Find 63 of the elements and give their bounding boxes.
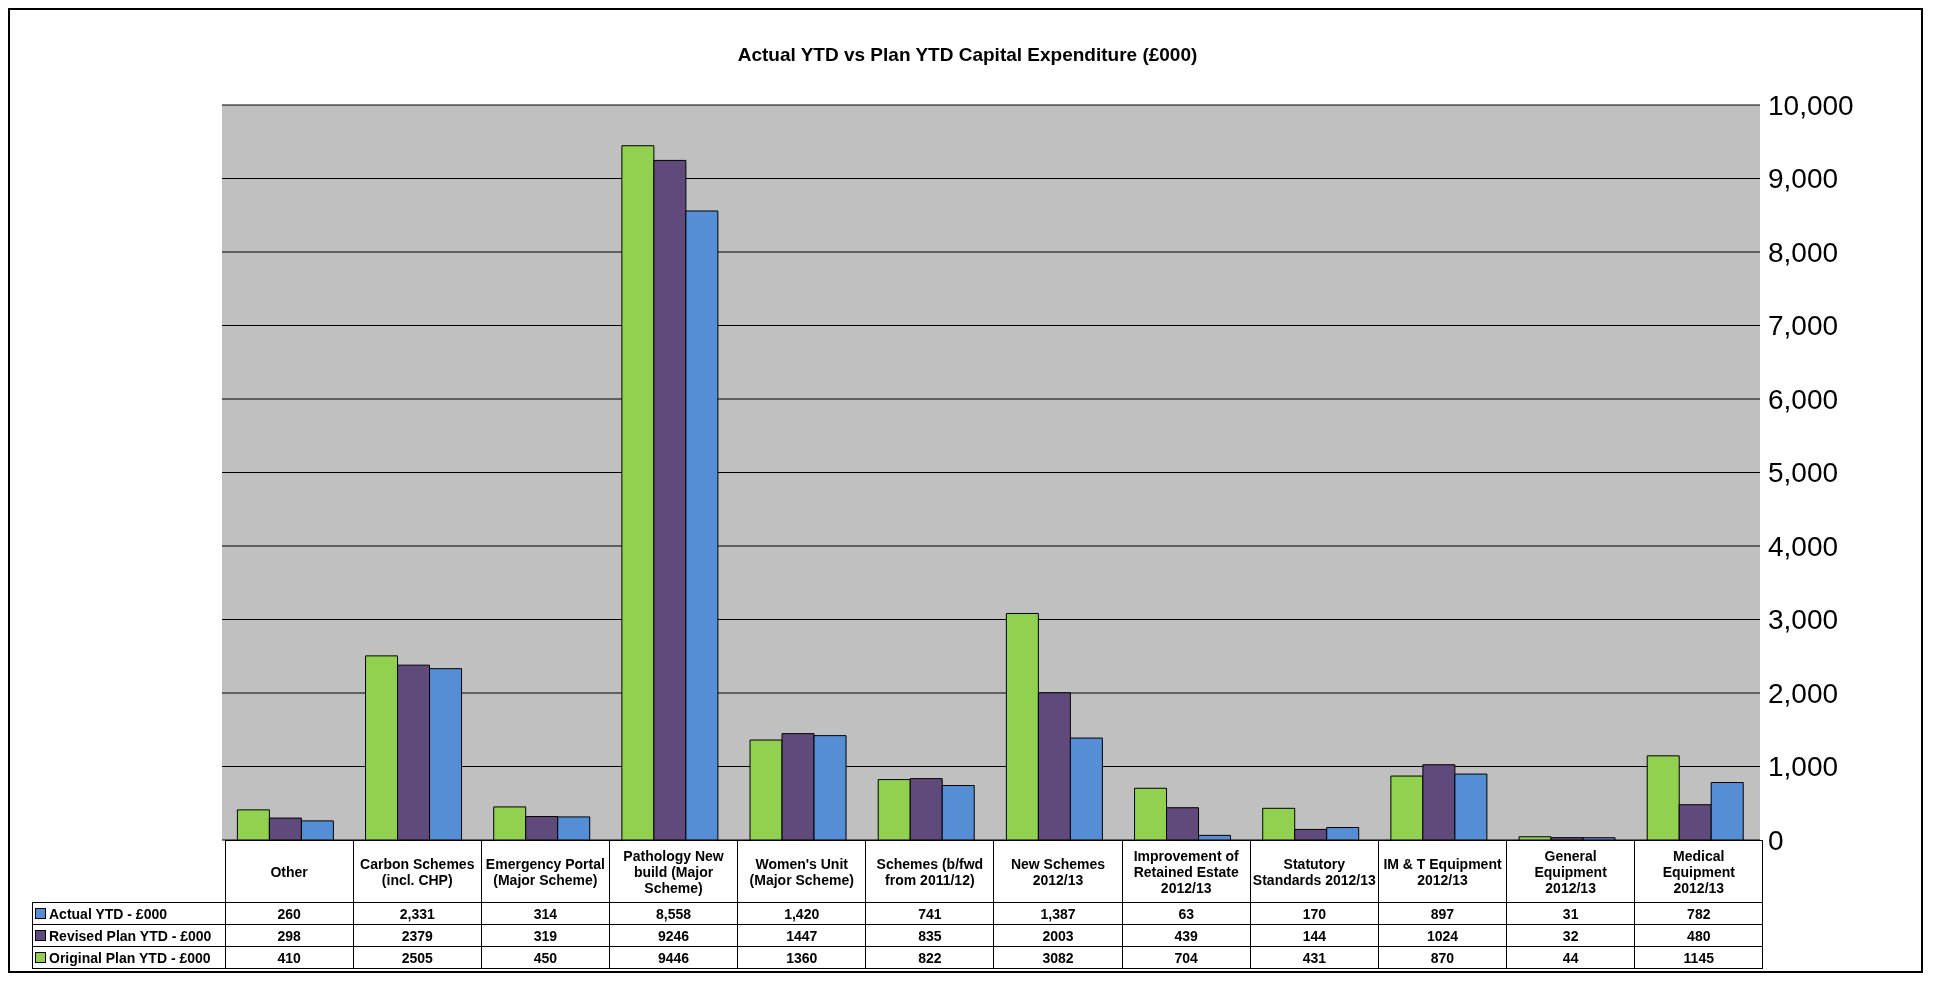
chart-title: Actual YTD vs Plan YTD Capital Expenditure (£000): [736, 44, 1199, 66]
legend-label: Actual YTD - £000: [32, 902, 225, 925]
data-label: 822: [865, 946, 994, 969]
data-label: 782: [1634, 902, 1763, 925]
y-tick-label: 0: [1768, 824, 1784, 856]
x-tick-label: Medical Equipment 2012/13: [1634, 840, 1763, 903]
data-label: 32: [1506, 924, 1635, 947]
data-label: 431: [1250, 946, 1379, 969]
x-tick-label: Pathology New build (Major Scheme): [609, 840, 738, 903]
x-tick-label: IM & T Equipment 2012/13: [1378, 840, 1507, 903]
data-label: 410: [225, 946, 354, 969]
x-tick-label: Improvement of Retained Estate 2012/13: [1122, 840, 1251, 903]
x-tick-label: Other: [225, 840, 354, 903]
data-label: 2,331: [353, 902, 482, 925]
data-label: 439: [1122, 924, 1251, 947]
data-label: 704: [1122, 946, 1251, 969]
x-tick-label: Women's Unit (Major Scheme): [737, 840, 866, 903]
data-label: 870: [1378, 946, 1507, 969]
data-label: 319: [481, 924, 610, 947]
legend-label: Original Plan YTD - £000: [32, 946, 225, 969]
x-tick-label: Emergency Portal (Major Scheme): [481, 840, 610, 903]
data-label: 1447: [737, 924, 866, 947]
data-label: 1360: [737, 946, 866, 969]
x-tick-label: Carbon Schemes (incl. CHP): [353, 840, 482, 903]
data-label: 2379: [353, 924, 482, 947]
y-tick-label: 3,000: [1768, 604, 1839, 636]
data-label: 741: [865, 902, 994, 925]
x-tick-label: New Schemes 2012/13: [993, 840, 1123, 903]
data-label: 144: [1250, 924, 1379, 947]
data-label: 8,558: [609, 902, 738, 925]
data-label: 1024: [1378, 924, 1507, 947]
y-tick-label: 8,000: [1768, 236, 1839, 268]
data-label: 31: [1506, 902, 1635, 925]
data-label: 1145: [1634, 946, 1763, 969]
y-tick-label: 9,000: [1768, 163, 1839, 195]
data-label: 314: [481, 902, 610, 925]
data-label: 450: [481, 946, 610, 969]
y-tick-label: 6,000: [1768, 383, 1839, 415]
y-tick-label: 10,000: [1768, 89, 1854, 121]
legend-label: Revised Plan YTD - £000: [32, 924, 225, 947]
data-label: 1,420: [737, 902, 866, 925]
data-label: 9446: [609, 946, 738, 969]
y-tick-label: 4,000: [1768, 530, 1839, 562]
x-tick-label: Statutory Standards 2012/13: [1250, 840, 1379, 903]
data-label: 298: [225, 924, 354, 947]
y-tick-label: 2,000: [1768, 677, 1839, 709]
data-label: 260: [225, 902, 354, 925]
data-label: 63: [1122, 902, 1251, 925]
data-label: 835: [865, 924, 994, 947]
y-tick-label: 1,000: [1768, 751, 1839, 783]
x-tick-label: Schemes (b/fwd from 2011/12): [865, 840, 994, 903]
data-label: 2505: [353, 946, 482, 969]
y-tick-label: 7,000: [1768, 310, 1839, 342]
data-label: 3082: [993, 946, 1123, 969]
data-label: 2003: [993, 924, 1123, 947]
data-label: 480: [1634, 924, 1763, 947]
data-label: 9246: [609, 924, 738, 947]
data-label: 1,387: [993, 902, 1123, 925]
y-tick-label: 5,000: [1768, 457, 1839, 489]
data-label: 897: [1378, 902, 1507, 925]
x-tick-label: General Equipment 2012/13: [1506, 840, 1635, 903]
data-label: 170: [1250, 902, 1379, 925]
data-label: 44: [1506, 946, 1635, 969]
